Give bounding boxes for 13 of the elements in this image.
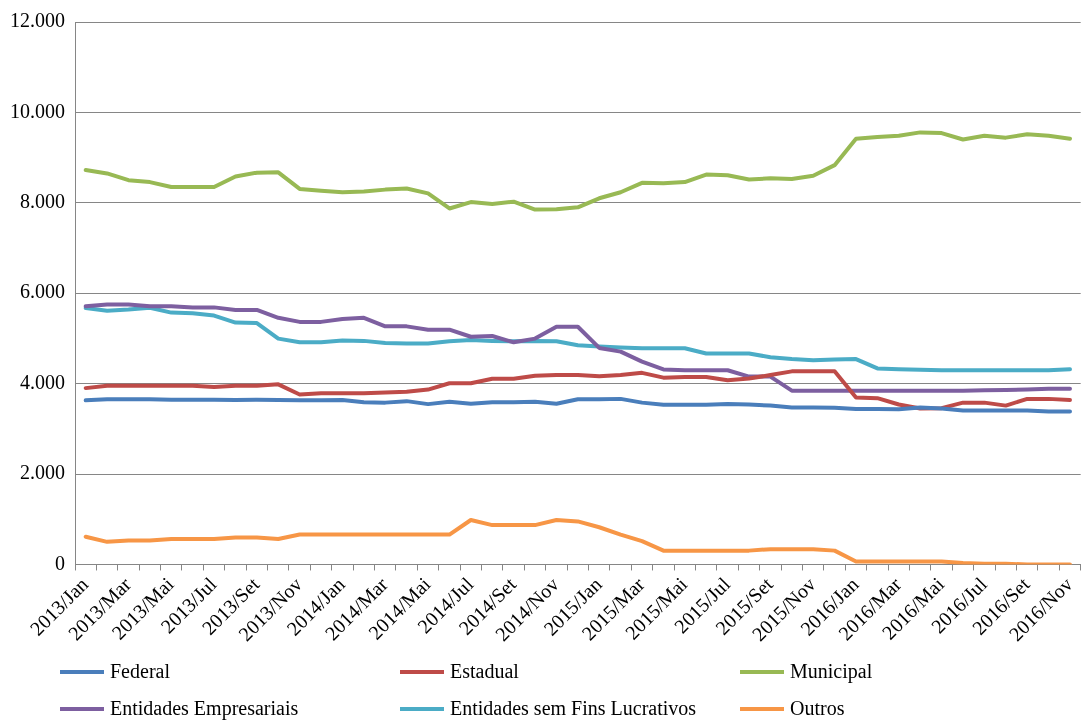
legend-label: Entidades sem Fins Lucrativos — [450, 697, 697, 720]
legend-label: Federal — [110, 660, 170, 683]
y-tick-label: 6.000 — [20, 280, 65, 303]
legend-label: Entidades Empresariais — [110, 697, 299, 720]
y-tick-label: 12.000 — [10, 9, 65, 32]
y-tick-label: 4.000 — [20, 370, 65, 393]
legend-label: Estadual — [450, 660, 519, 683]
legend-label: Outros — [790, 697, 845, 720]
legend-label: Municipal — [790, 660, 873, 683]
y-tick-label: 2.000 — [20, 461, 65, 484]
y-tick-label: 8.000 — [20, 190, 65, 213]
y-tick-label: 10.000 — [10, 99, 65, 122]
y-tick-label: 0 — [55, 551, 65, 574]
